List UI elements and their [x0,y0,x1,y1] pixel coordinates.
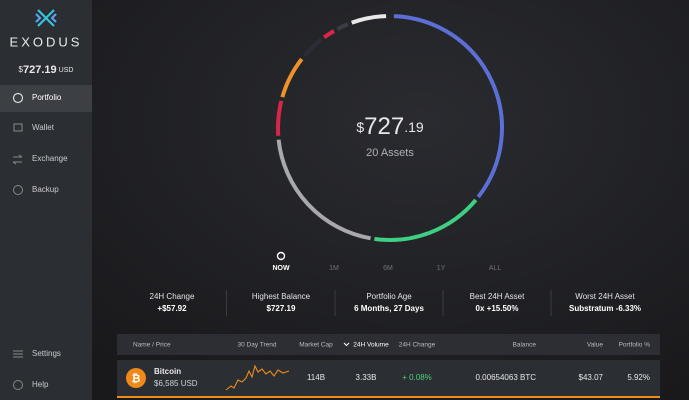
column-header[interactable]: 24H Volume [353,342,389,349]
ring-segment [302,38,323,58]
nav-backup[interactable]: Backup [13,185,60,195]
range-option[interactable]: 6M [383,265,393,272]
icon [13,123,23,132]
value: $43.07 [579,373,604,382]
amount-cents: .19 [404,119,424,135]
balance: 0.00654063 BTC [476,373,537,382]
trend-sparkline [225,364,290,391]
nav-label[interactable]: Settings [32,349,61,358]
nav-wallet[interactable]: Wallet [13,123,55,132]
logo [35,9,57,27]
asset-row[interactable]: ₿ Bitcoin $6,585 USD 114B 3.33B + 0.08% … [117,360,660,398]
nav-help[interactable]: Help [13,380,50,390]
column-header: 24H Change [399,342,436,349]
icon [13,350,23,358]
balance: 727.19 [23,64,57,76]
column-header: Balance [513,342,537,349]
range-option[interactable]: ALL [489,265,502,272]
timeline-marker [276,251,286,261]
stat-label: 24H Change [150,292,195,301]
nav-label[interactable]: Portfolio [32,93,62,102]
currency-symbol: $ [19,65,24,74]
change: + 0.08% [402,373,432,382]
stat-label: Best 24H Asset [470,292,525,301]
column-header: Portfolio % [619,342,651,349]
stat-value: +$57.92 [157,304,187,313]
ring-segment [322,29,336,40]
row-background [117,360,660,398]
asset-count: 20 Assets [366,147,414,159]
stat-value: Substratum -6.33% [569,304,641,313]
balance-unit: USD [59,67,74,74]
sidebar [0,0,92,400]
main-background [92,0,689,400]
stat-value: 6 Months, 27 Days [354,304,424,313]
row-accent [117,396,660,398]
currency-symbol: $ [356,119,364,135]
ring-segment [393,14,504,199]
nav-label[interactable]: Exchange [32,154,68,163]
stat-label: Portfolio Age [366,292,412,301]
stat-value: 0x +15.50% [476,304,519,313]
column-header: Name / Price [133,342,171,349]
asset-name: Bitcoin [154,367,181,376]
icon [12,92,24,104]
nav-label[interactable]: Wallet [32,123,55,132]
icon [12,154,23,165]
asset-price: $6,585 USD [154,379,198,388]
stat-label: Worst 24H Asset [575,292,635,301]
column-header: Market Cap [299,342,333,349]
nav-settings[interactable]: Settings [13,349,61,358]
ring-segment [374,198,478,242]
amount-whole: 727 [364,113,404,140]
market-cap: 114B [307,373,325,382]
nav-exchange[interactable]: Exchange [12,154,68,165]
stat-value: $727.19 [267,304,296,313]
nav-active [0,85,92,112]
volume: 3.33B [356,373,377,382]
bitcoin-icon [126,368,146,388]
sort-arrow [343,342,350,347]
range-option[interactable]: NOW [272,265,290,272]
bitcoin-glyph: ₿ [132,373,141,385]
ring-segment [351,14,387,25]
table-header [117,334,660,355]
column-header: Value [587,342,604,349]
nav-portfolio[interactable]: Portfolio [12,92,62,104]
icon [13,380,23,390]
ring-segment [336,22,349,31]
range-option[interactable]: 1Y [437,265,446,272]
brand: EXODUS [10,34,83,49]
ring-segment [276,139,371,241]
icon [13,185,23,195]
sidebar-balance: $727.19 USD [19,64,74,76]
nav-label[interactable]: Backup [32,185,59,194]
column-header: 30 Day Trend [237,342,276,349]
ring-segment [280,57,304,98]
stat-label: Highest Balance [252,292,311,301]
portfolio-total: $727.19 [356,113,424,140]
stats-bar: 24H Change +$57.92 Highest Balance $727.19 P… [150,290,641,316]
range-option[interactable]: 1M [329,265,339,272]
portfolio-share: 5.92% [627,373,650,382]
ring-segment [276,100,284,136]
nav-label[interactable]: Help [32,380,49,389]
portfolio-ring [276,14,504,242]
